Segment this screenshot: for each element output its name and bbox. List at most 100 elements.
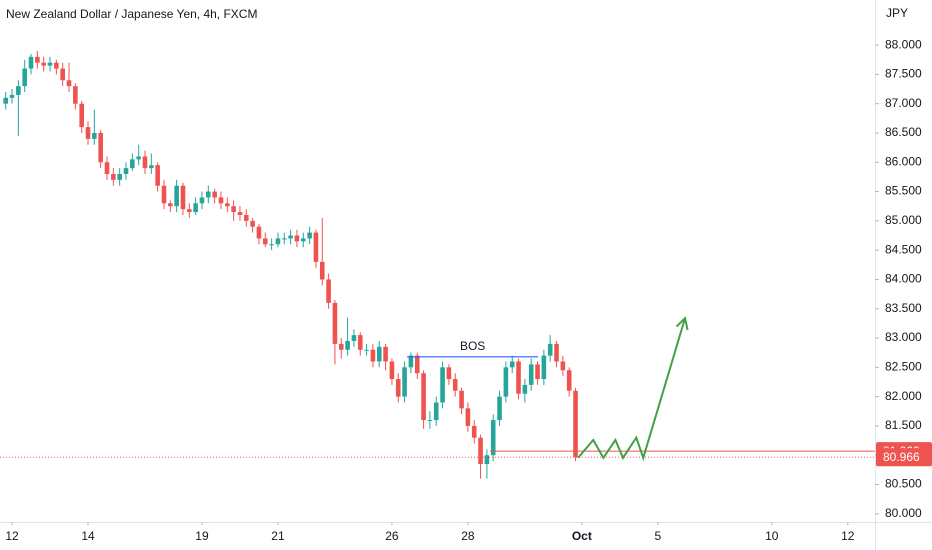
candle-body: [60, 68, 65, 81]
y-tick-label: 83.000: [885, 330, 922, 344]
candle-body: [465, 408, 471, 426]
y-tick-label: 81.500: [885, 418, 922, 432]
candle-body: [218, 197, 224, 204]
y-axis-label: JPY: [886, 6, 908, 20]
candle-body: [117, 174, 122, 180]
candle-body: [16, 86, 21, 95]
candle-body: [364, 349, 369, 351]
candle-body: [92, 132, 97, 139]
candle-body: [9, 94, 15, 98]
candle-body: [123, 168, 129, 174]
candle-body: [155, 165, 160, 186]
candle-body: [376, 346, 382, 362]
candle-body: [516, 361, 521, 394]
candle-body: [535, 364, 540, 380]
candle-body: [104, 162, 110, 174]
candle-body: [395, 379, 401, 397]
x-tick-label: 12: [841, 529, 855, 543]
candle-body: [142, 156, 148, 169]
candle-body: [503, 367, 509, 397]
y-tick-label: 85.000: [885, 213, 922, 227]
candle-body: [560, 361, 566, 371]
candle-body: [281, 238, 287, 240]
price-label: 80.966: [883, 450, 920, 464]
candle-body: [73, 86, 78, 104]
y-tick-label: 80.000: [885, 506, 922, 520]
candle-body: [528, 364, 534, 385]
candle-body: [541, 355, 547, 380]
y-tick-label: 87.000: [885, 96, 922, 110]
candle-body: [161, 185, 167, 204]
x-tick-label: 21: [271, 529, 285, 543]
candle-body: [427, 420, 433, 422]
candle-body: [332, 302, 338, 344]
candle-body: [471, 425, 477, 438]
candle-body: [174, 185, 179, 207]
candle-body: [187, 209, 192, 213]
x-tick-label: Oct: [572, 529, 592, 543]
candle-body: [206, 191, 211, 198]
candle-body: [237, 212, 243, 216]
candle-body: [256, 226, 262, 239]
candle-body: [509, 361, 515, 368]
candle-body: [28, 56, 34, 69]
candle-body: [554, 343, 559, 362]
candle-body: [497, 396, 502, 421]
candle-body: [345, 340, 350, 350]
candle-body: [421, 373, 426, 421]
candle-body: [452, 379, 458, 391]
candle-body: [66, 80, 72, 87]
candle-body: [408, 355, 414, 368]
y-tick-label: 83.500: [885, 301, 922, 315]
candle-body: [389, 361, 395, 380]
candle-body: [98, 132, 103, 163]
candle-body: [484, 455, 490, 464]
x-tick-label: 26: [385, 529, 399, 543]
candle-body: [231, 206, 236, 213]
candle-body: [547, 343, 553, 356]
candle-body: [136, 156, 141, 160]
candle-body: [326, 279, 331, 303]
candle-body: [269, 244, 274, 246]
candle-body: [168, 203, 173, 207]
candle-body: [522, 384, 528, 394]
candle-body: [566, 370, 572, 391]
candle-body: [307, 232, 312, 239]
y-tick-label: 87.500: [885, 67, 922, 81]
candle-body: [224, 203, 230, 207]
y-tick-label: 88.000: [885, 37, 922, 51]
candle-body: [79, 103, 84, 128]
candle-body: [294, 235, 300, 242]
projection-path: [577, 317, 687, 462]
candle-body: [250, 220, 255, 227]
candle-body: [351, 335, 357, 341]
candle-body: [459, 390, 464, 409]
candle-body: [319, 261, 325, 280]
candle-body: [111, 174, 116, 180]
candle-body: [490, 420, 496, 456]
candle-body: [149, 165, 154, 169]
candle-body: [440, 367, 445, 403]
candle-body: [414, 355, 420, 374]
candle-body: [54, 62, 59, 69]
candle-body: [383, 346, 388, 362]
candle-body: [300, 238, 306, 242]
x-tick-label: 5: [654, 529, 661, 543]
candle-body: [275, 238, 281, 245]
candle-body: [41, 62, 46, 66]
y-tick-label: 86.500: [885, 125, 922, 139]
candle-body: [180, 185, 186, 210]
candle-body: [35, 56, 40, 63]
y-tick-label: 80.500: [885, 477, 922, 491]
price-label-box: [876, 448, 932, 467]
candle-body: [262, 238, 268, 245]
candle-body: [338, 343, 344, 350]
bos-label: BOS: [460, 339, 485, 353]
chart-title: New Zealand Dollar / Japanese Yen, 4h, F…: [6, 7, 257, 21]
candle-body: [22, 68, 27, 87]
candle-body: [130, 159, 135, 169]
y-tick-label: 84.000: [885, 272, 922, 286]
y-tick-label: 82.500: [885, 360, 922, 374]
candle-body: [243, 215, 249, 221]
